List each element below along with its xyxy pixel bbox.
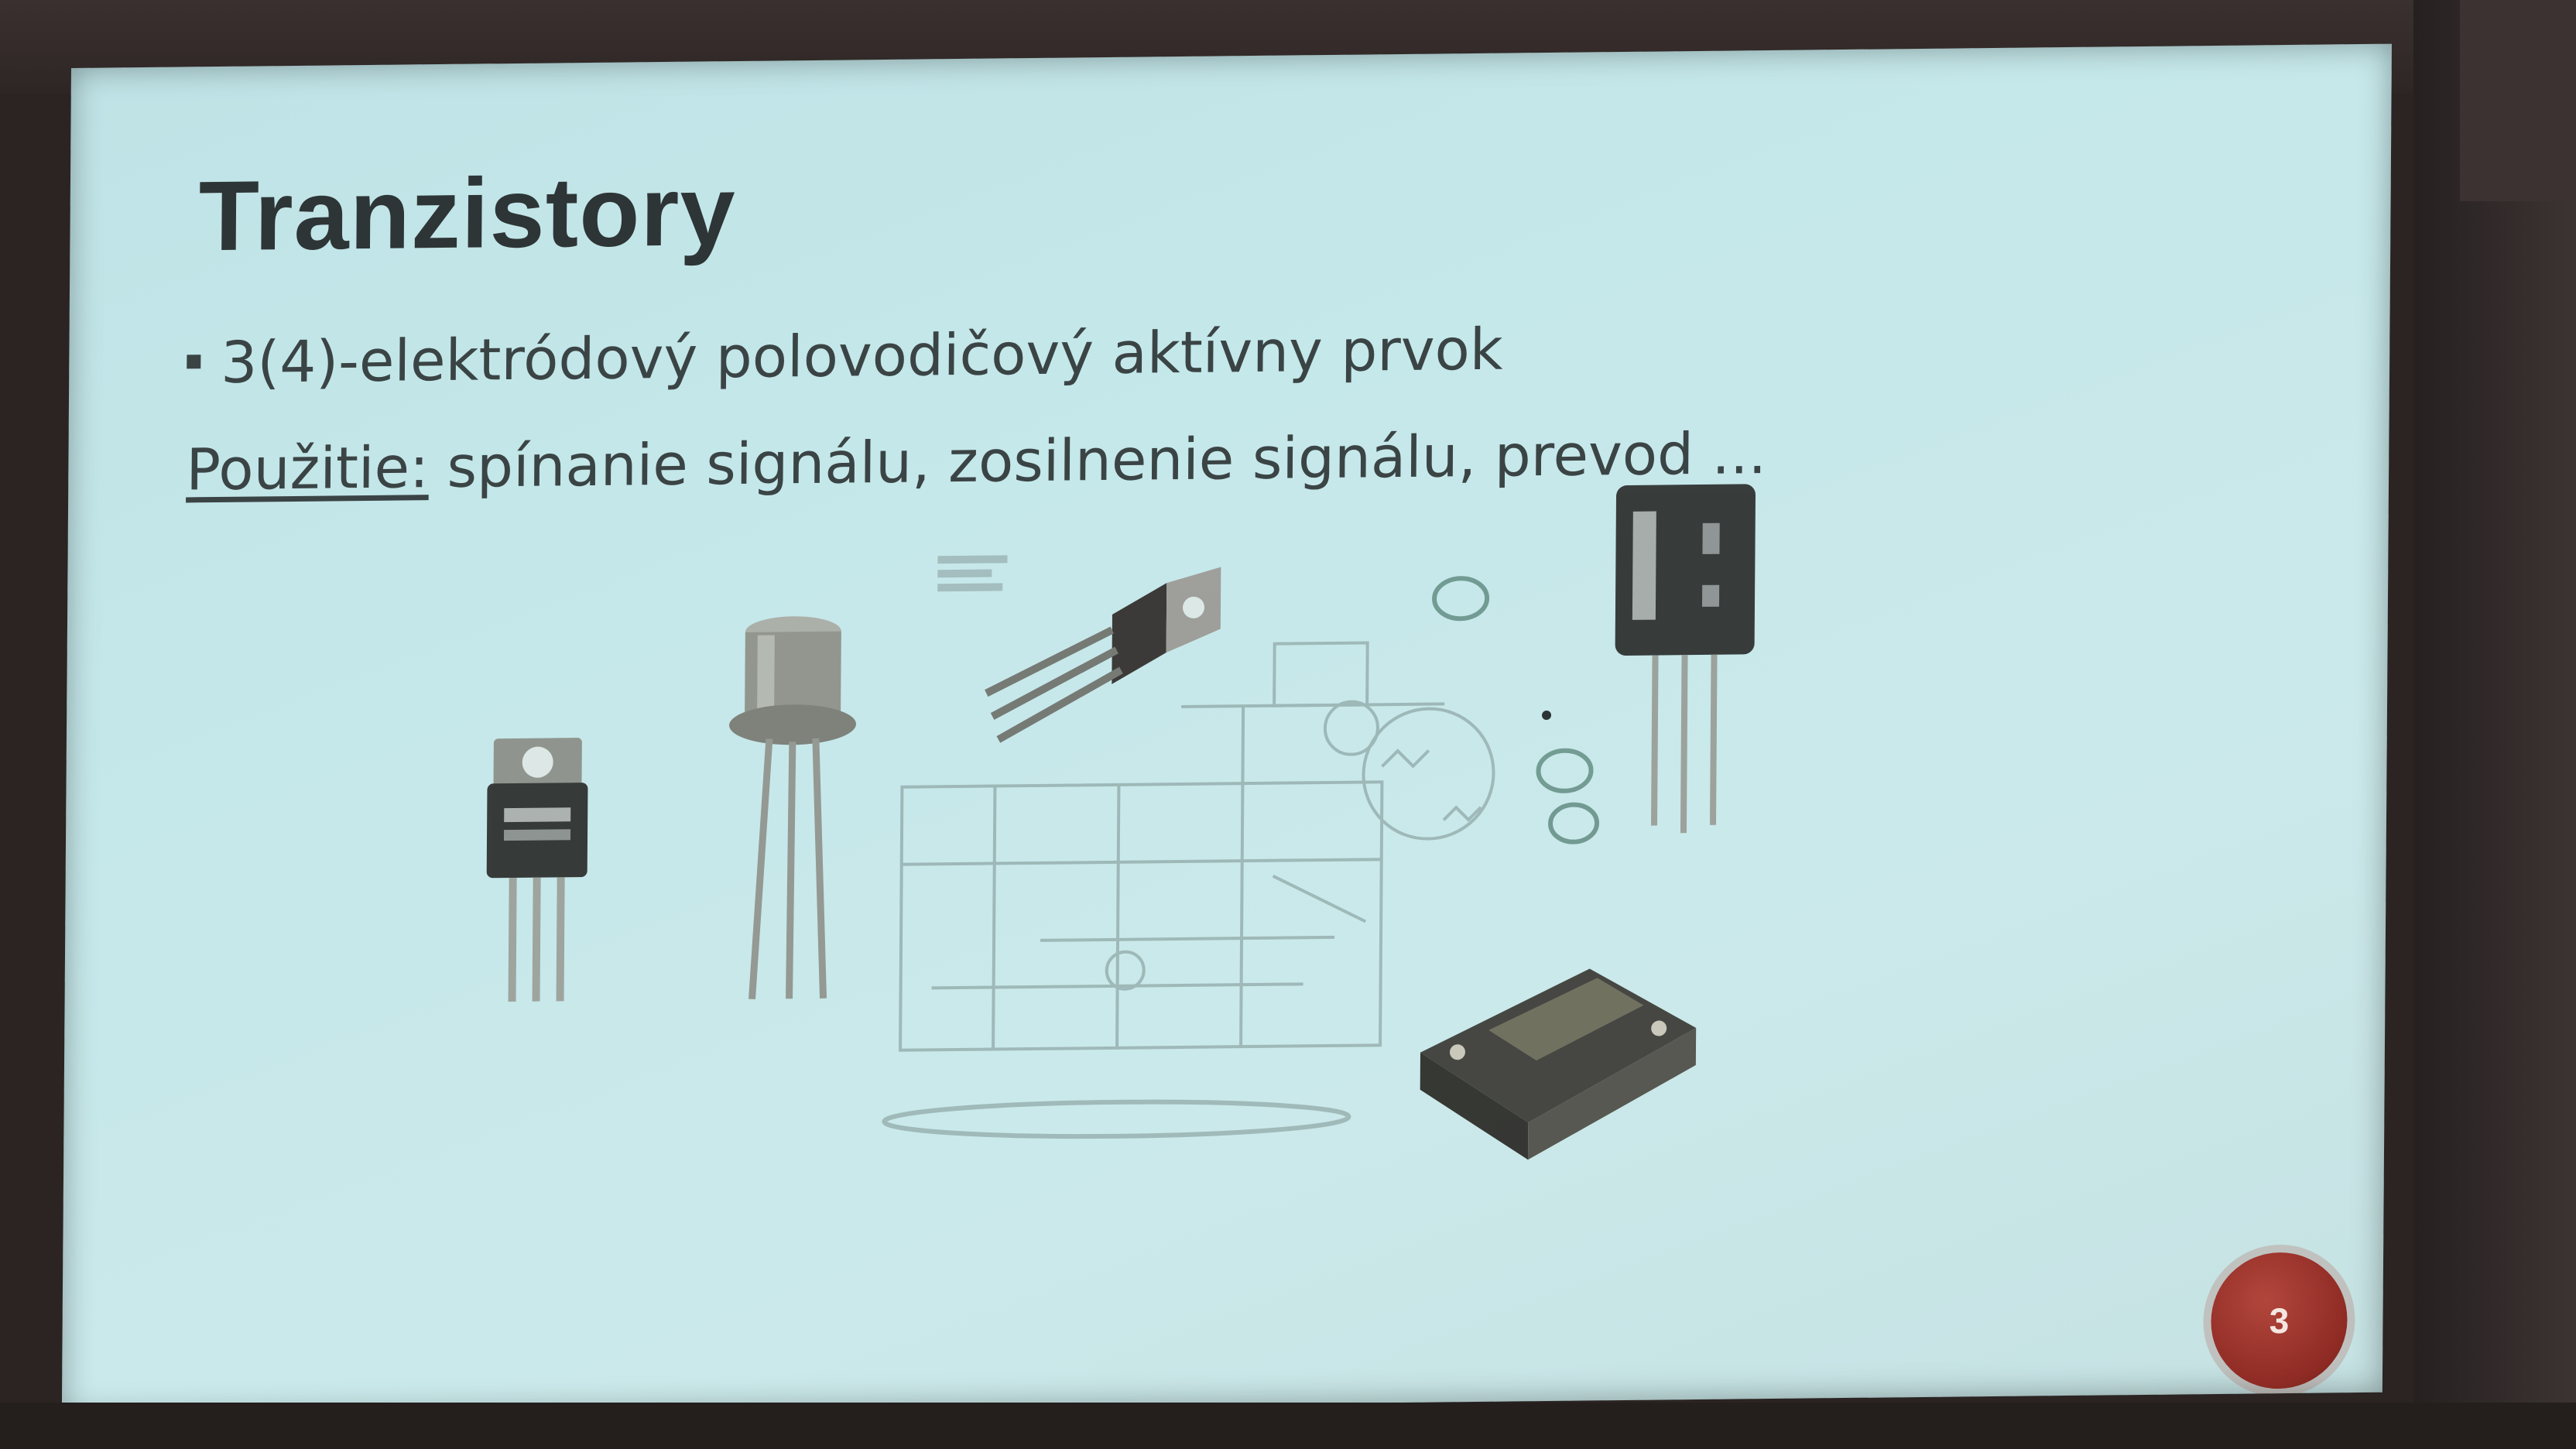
to220-transistor-image bbox=[486, 738, 588, 1002]
room-wall bbox=[2413, 0, 2576, 1449]
stray-dot-image bbox=[1542, 711, 1552, 721]
schematic-labels-image bbox=[937, 555, 1008, 592]
led-symbols-image bbox=[1432, 576, 1600, 844]
circuit-schematic-image bbox=[882, 641, 1495, 1139]
metal-can-transistor-image bbox=[729, 616, 857, 1000]
ic-chip-image bbox=[1420, 968, 1697, 1160]
to92-transistor-image bbox=[1615, 484, 1756, 834]
projection-screen: Tranzistory 3(4)-elektródový polovodičov… bbox=[61, 43, 2392, 1417]
page-number: 3 bbox=[2269, 1300, 2290, 1341]
transistor-illustration bbox=[486, 484, 1756, 1160]
room-wall-highlight bbox=[2460, 0, 2576, 201]
power-transistor-image bbox=[985, 567, 1221, 743]
floor-shadow bbox=[0, 1403, 2576, 1449]
